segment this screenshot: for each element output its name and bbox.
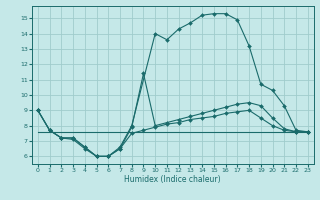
X-axis label: Humidex (Indice chaleur): Humidex (Indice chaleur) [124,175,221,184]
